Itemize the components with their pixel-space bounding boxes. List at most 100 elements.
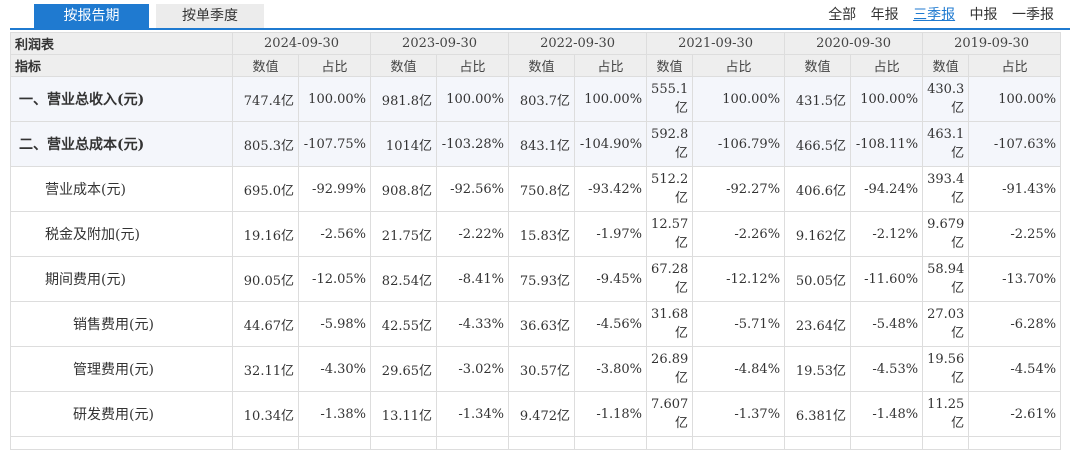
ratio-cell: 100.00% bbox=[850, 76, 924, 122]
ratio-cell: -2.56% bbox=[297, 211, 372, 257]
filter-all[interactable]: 全部 bbox=[828, 7, 857, 23]
report-tabs: 按报告期 按单季度 bbox=[10, 0, 1070, 30]
value-cell: 11.25亿 bbox=[922, 391, 970, 437]
value-cell: 981.8亿 bbox=[370, 76, 438, 122]
filter-interim[interactable]: 中报 bbox=[969, 7, 998, 23]
table-row: 二、营业总成本(元) 805.3亿 -107.75% 1014亿 -103.28% 843… bbox=[10, 121, 1062, 167]
value-cell: 15.83亿 bbox=[508, 211, 576, 257]
ratio-cell: -3.80% bbox=[574, 346, 648, 392]
value-cell: 21.75亿 bbox=[370, 211, 438, 257]
value-cell: 44.67亿 bbox=[232, 301, 299, 347]
income-statement-table: 利润表 2024-09-30 2023-09-30 2022-09-30 2021-0… bbox=[10, 32, 1062, 450]
empty-cell bbox=[574, 436, 648, 450]
table-row: 一、营业总收入(元) 747.4亿 100.00% 981.8亿 100.00% 803.… bbox=[10, 76, 1062, 122]
table-row: 营业成本(元) 695.0亿 -92.99% 908.8亿 -92.56% 750.8亿 -… bbox=[10, 166, 1062, 212]
row-label: 税金及附加(元) bbox=[10, 211, 233, 257]
value-cell: 27.03亿 bbox=[922, 301, 970, 347]
ratio-cell: -1.48% bbox=[850, 391, 924, 437]
empty-cell bbox=[508, 436, 576, 450]
value-cell: 803.7亿 bbox=[508, 76, 576, 122]
value-cell: 466.5亿 bbox=[784, 121, 852, 167]
period-header: 2021-09-30 bbox=[646, 32, 786, 55]
row-label: 管理费用(元) bbox=[10, 346, 233, 392]
empty-cell bbox=[10, 436, 233, 450]
period-header: 2023-09-30 bbox=[370, 32, 510, 55]
value-cell: 431.5亿 bbox=[784, 76, 852, 122]
table-row: 管理费用(元) 32.11亿 -4.30% 29.65亿 -3.02% 30.57亿 -3.… bbox=[10, 346, 1062, 392]
ratio-cell: -4.30% bbox=[297, 346, 372, 392]
ratio-cell: -92.56% bbox=[436, 166, 510, 212]
ratio-cell: -2.25% bbox=[968, 211, 1062, 257]
ratio-cell: -104.90% bbox=[574, 121, 648, 167]
value-cell: 7.607亿 bbox=[646, 391, 694, 437]
row-label: 期间费用(元) bbox=[10, 256, 233, 302]
filter-q3[interactable]: 三季报 bbox=[913, 7, 956, 23]
ratio-cell: -2.26% bbox=[692, 211, 786, 257]
value-cell: 58.94亿 bbox=[922, 256, 970, 302]
value-column-header: 数值 bbox=[232, 54, 299, 77]
period-header: 2019-09-30 bbox=[922, 32, 1062, 55]
row-label: 研发费用(元) bbox=[10, 391, 233, 437]
ratio-column-header: 占比 bbox=[692, 54, 786, 77]
value-cell: 75.93亿 bbox=[508, 256, 576, 302]
ratio-cell: -13.70% bbox=[968, 256, 1062, 302]
value-cell: 393.4亿 bbox=[922, 166, 970, 212]
value-cell: 36.63亿 bbox=[508, 301, 576, 347]
value-cell: 747.4亿 bbox=[232, 76, 299, 122]
ratio-cell: -108.11% bbox=[850, 121, 924, 167]
ratio-cell: -92.27% bbox=[692, 166, 786, 212]
value-cell: 26.89亿 bbox=[646, 346, 694, 392]
value-cell: 50.05亿 bbox=[784, 256, 852, 302]
empty-cell bbox=[784, 436, 852, 450]
table-title: 利润表 bbox=[10, 32, 233, 55]
empty-cell bbox=[297, 436, 372, 450]
ratio-cell: -4.33% bbox=[436, 301, 510, 347]
ratio-cell: 100.00% bbox=[574, 76, 648, 122]
value-cell: 19.53亿 bbox=[784, 346, 852, 392]
ratio-column-header: 占比 bbox=[968, 54, 1062, 77]
ratio-cell: -1.18% bbox=[574, 391, 648, 437]
period-header: 2020-09-30 bbox=[784, 32, 924, 55]
table-row bbox=[10, 436, 1062, 450]
tab-by-single-quarter[interactable]: 按单季度 bbox=[156, 4, 264, 28]
ratio-cell: -6.28% bbox=[968, 301, 1062, 347]
ratio-cell: -1.97% bbox=[574, 211, 648, 257]
value-cell: 90.05亿 bbox=[232, 256, 299, 302]
value-cell: 6.381亿 bbox=[784, 391, 852, 437]
value-cell: 805.3亿 bbox=[232, 121, 299, 167]
value-cell: 592.8亿 bbox=[646, 121, 694, 167]
empty-cell bbox=[436, 436, 510, 450]
value-cell: 406.6亿 bbox=[784, 166, 852, 212]
value-cell: 82.54亿 bbox=[370, 256, 438, 302]
row-label: 一、营业总收入(元) bbox=[10, 76, 233, 122]
ratio-cell: 100.00% bbox=[297, 76, 372, 122]
value-cell: 32.11亿 bbox=[232, 346, 299, 392]
value-cell: 430.3亿 bbox=[922, 76, 970, 122]
value-cell: 463.1亿 bbox=[922, 121, 970, 167]
ratio-cell: -3.02% bbox=[436, 346, 510, 392]
ratio-cell: 100.00% bbox=[692, 76, 786, 122]
ratio-column-header: 占比 bbox=[297, 54, 372, 77]
value-cell: 30.57亿 bbox=[508, 346, 576, 392]
value-column-header: 数值 bbox=[370, 54, 438, 77]
tab-by-report-period[interactable]: 按报告期 bbox=[34, 4, 149, 28]
ratio-column-header: 占比 bbox=[436, 54, 510, 77]
value-cell: 908.8亿 bbox=[370, 166, 438, 212]
value-cell: 843.1亿 bbox=[508, 121, 576, 167]
empty-cell bbox=[692, 436, 786, 450]
filter-q1[interactable]: 一季报 bbox=[1012, 7, 1054, 23]
empty-cell bbox=[370, 436, 438, 450]
ratio-cell: -94.24% bbox=[850, 166, 924, 212]
ratio-cell: -2.61% bbox=[968, 391, 1062, 437]
value-cell: 512.2亿 bbox=[646, 166, 694, 212]
ratio-cell: -5.98% bbox=[297, 301, 372, 347]
ratio-cell: -9.45% bbox=[574, 256, 648, 302]
table-row: 期间费用(元) 90.05亿 -12.05% 82.54亿 -8.41% 75.93亿 -9… bbox=[10, 256, 1062, 302]
value-cell: 12.57亿 bbox=[646, 211, 694, 257]
period-header: 2022-09-30 bbox=[508, 32, 648, 55]
period-header: 2024-09-30 bbox=[231, 32, 372, 55]
table-row: 税金及附加(元) 19.16亿 -2.56% 21.75亿 -2.22% 15.83亿 -1… bbox=[10, 211, 1062, 257]
ratio-cell: -93.42% bbox=[574, 166, 648, 212]
ratio-cell: -11.60% bbox=[850, 256, 924, 302]
filter-annual[interactable]: 年报 bbox=[870, 7, 899, 23]
